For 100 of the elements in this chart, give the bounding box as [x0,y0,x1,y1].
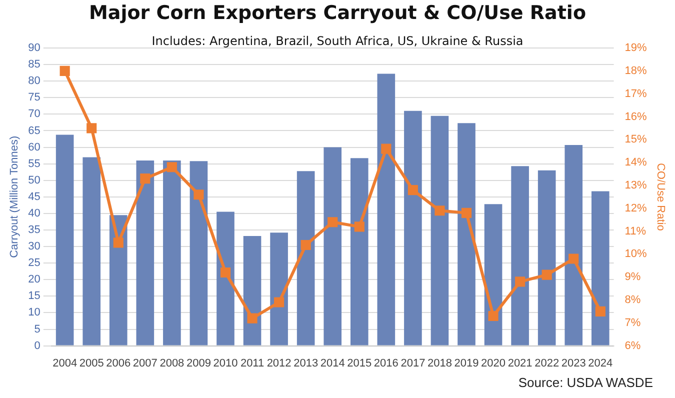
x-tick-label: 2023 [561,357,586,370]
chart-title: Major Corn Exporters Carryout & CO/Use Ratio [88,2,588,24]
bar [82,157,101,346]
point [434,206,445,216]
bar [296,171,315,346]
point [140,174,150,184]
y2-tick-label: 8% [624,294,641,306]
point [568,254,579,264]
x-tick-label: 2013 [294,357,318,370]
y2-tick-label: 19% [624,42,648,54]
x-tick-label: 2024 [588,357,613,370]
y2-tick-label: 9% [624,271,641,284]
point [408,184,418,196]
bar [190,161,208,346]
bar [458,123,476,346]
point [354,222,364,232]
x-tick-label: 2021 [508,357,532,370]
point [86,123,97,134]
bar [511,166,529,346]
x-tick-label: 2010 [213,357,238,370]
y-axis-title: Carryout (Million Tonnes) [8,136,21,258]
point [381,144,392,154]
x-tick-label: 2019 [454,357,479,370]
y-tick-label: 70 [28,108,40,120]
y-tick-label: 0 [34,340,40,352]
point [542,270,552,280]
y2-tick-label: 6% [624,340,641,352]
x-tick-label: 2015 [347,357,372,370]
y-tick-label: 30 [28,240,40,253]
y2-tick-label: 16% [624,110,648,123]
bar [136,160,154,346]
point [515,276,526,287]
bar [377,74,396,346]
bar [109,215,128,346]
bar [243,236,262,346]
y2-tick-label: 7% [624,316,641,329]
x-tick-label: 2020 [481,357,506,370]
point [60,66,70,76]
x-tick-label: 2012 [266,357,292,370]
x-tick-label: 2017 [400,357,426,370]
point [194,190,204,200]
x-tick-label: 2011 [240,357,264,370]
bar [56,134,74,346]
x-tick-label: 2014 [320,357,345,370]
y2-tick-label: 17% [624,88,648,100]
y-tick-label: 80 [28,75,40,88]
point [488,310,498,322]
bar [163,160,181,346]
x-tick-label: 2008 [160,357,184,370]
y-tick-label: 85 [28,58,40,71]
y-tick-label: 40 [28,207,40,220]
point [274,297,284,308]
bar [564,144,583,346]
y-tick-label: 75 [28,92,40,104]
x-tick-label: 2005 [79,357,104,370]
y-tick-label: 15 [28,290,40,302]
bar [591,191,610,346]
bar [270,232,288,346]
bar [484,204,502,346]
point [220,267,231,278]
x-tick-label: 2009 [186,357,211,370]
y-tick-label: 90 [28,42,40,54]
x-tick-label: 2018 [427,357,452,370]
point [328,217,338,228]
y2-axis-title: CO/Use Ratio [654,162,666,231]
y-tick-label: 35 [28,224,40,236]
point [595,306,606,316]
y-tick-label: 5 [34,323,40,336]
x-tick-label: 2022 [534,357,560,370]
point [166,162,177,172]
bar [538,170,556,346]
bar [404,110,422,346]
y2-tick-label: 15% [624,134,648,146]
point [300,240,311,250]
source-note: Source: USDA WASDE [518,375,653,390]
y2-tick-label: 10% [624,248,648,260]
bar [430,116,449,346]
y-tick-label: 65 [28,124,40,137]
y2-tick-label: 13% [624,179,648,192]
y-tick-label: 60 [28,141,40,154]
y2-tick-label: 12% [624,202,648,214]
y2-tick-label: 11% [624,225,646,238]
y-tick-label: 45 [28,190,40,203]
y2-tick-label: 18% [624,64,648,77]
bar [350,158,368,346]
y-tick-label: 20 [28,274,40,286]
y-tick-label: 25 [28,257,40,270]
y2-tick-label: 14% [624,156,648,169]
x-tick-label: 2004 [52,357,78,370]
point [247,313,258,324]
y-tick-label: 55 [28,158,40,170]
y-tick-label: 10 [28,306,40,319]
bar [324,147,342,346]
y-tick-label: 50 [28,174,40,186]
x-tick-label: 2006 [106,357,131,370]
x-tick-label: 2016 [374,357,398,370]
point [113,238,124,248]
point [461,208,472,218]
x-tick-label: 2007 [132,357,158,370]
chart-subtitle: Includes: Argentina, Brazil, South Africa, US, Ukraine & Russia [152,34,524,48]
